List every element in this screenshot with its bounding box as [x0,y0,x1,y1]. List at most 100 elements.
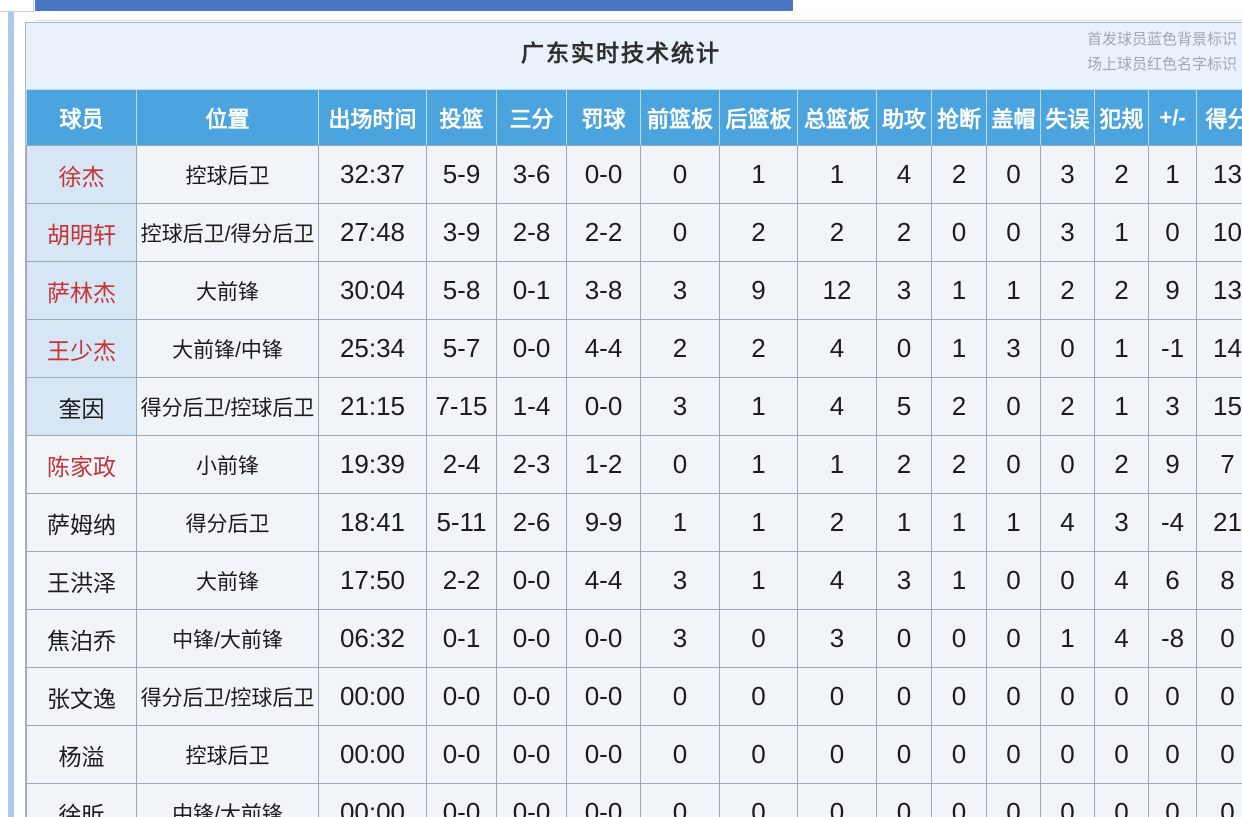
stat-cell: 2-8 [496,203,567,262]
stat-cell: 0 [986,609,1041,668]
stat-cell: 0 [1148,667,1197,726]
stat-cell: 1 [986,493,1041,552]
stat-cell: 0 [876,725,932,784]
stat-cell: 0 [986,725,1041,784]
stat-cell: 0 [640,435,720,494]
legend: 首发球员蓝色背景标识 场上球员红色名字标识 [1087,27,1237,77]
stat-cell: 0 [640,203,720,262]
stat-cell: 0-0 [496,725,567,784]
table-row: 王少杰 大前锋/中锋 25:34 5-7 0-0 4-4 2 2 4 0 1 3 0 1 -1 14 [26,319,1242,378]
position-cell: 中锋/大前锋 [136,783,319,817]
stat-cell: 1 [931,261,987,320]
stat-cell: 2 [1094,435,1149,494]
position-cell: 大前锋 [136,551,319,610]
stat-cell: 0 [797,667,877,726]
stat-cell: 2 [876,203,932,262]
stat-cell: 0 [1196,725,1242,784]
top-corner-box [0,0,34,12]
table-row: 陈家政 小前锋 19:39 2-4 2-3 1-2 0 1 1 2 2 0 0 2 9 7 [26,435,1242,494]
top-blue-bar [35,0,793,11]
stat-cell: 0-0 [566,725,641,784]
stat-cell: 0 [931,203,987,262]
stat-cell: 4 [797,377,877,436]
stat-cell: 1 [876,493,932,552]
stat-cell: 2 [1094,145,1149,204]
stat-cell: 0 [876,783,932,817]
player-name-cell: 徐杰 [26,145,137,204]
stat-cell: 3 [640,261,720,320]
column-header-3: 投篮 [426,89,497,146]
stat-cell: 1 [986,261,1041,320]
position-cell: 控球后卫 [136,725,319,784]
column-header-15: 得分 [1196,89,1242,146]
column-header-14: +/- [1148,89,1197,146]
stat-cell: 0 [986,203,1041,262]
stat-cell: 0 [719,609,798,668]
table-row: 徐杰 控球后卫 32:37 5-9 3-6 0-0 0 1 1 4 2 0 3 2 1 13 [26,145,1242,204]
stat-cell: 2-3 [496,435,567,494]
top-divider-line [35,12,1242,21]
position-cell: 得分后卫 [136,493,319,552]
stat-cell: 2 [1094,261,1149,320]
stat-cell: 0 [719,783,798,817]
stat-cell: 2-2 [566,203,641,262]
stat-cell: 4-4 [566,319,641,378]
table-row: 焦泊乔 中锋/大前锋 06:32 0-1 0-0 0-0 3 0 3 0 0 0 1 4 -8 0 [26,609,1242,668]
player-name-cell: 胡明轩 [26,203,137,262]
stat-cell: 32:37 [318,145,427,204]
column-header-10: 抢断 [931,89,987,146]
stat-cell: 1 [797,145,877,204]
stat-cell: 3 [640,551,720,610]
column-header-0: 球员 [26,89,137,146]
stat-cell: 1 [1094,319,1149,378]
stat-cell: 0-0 [426,667,497,726]
stat-cell: 4 [1094,551,1149,610]
stat-cell: 0 [876,609,932,668]
stat-cell: 0-0 [496,609,567,668]
stat-cell: 0-0 [496,319,567,378]
legend-starter-note: 首发球员蓝色背景标识 [1086,31,1237,48]
stat-cell: 3-8 [566,261,641,320]
stat-cell: 9 [1148,261,1197,320]
stat-cell: 0 [640,145,720,204]
table-row: 徐昕 中锋/大前锋 00:00 0-0 0-0 0-0 0 0 0 0 0 0 0 0 0 0 [26,783,1242,817]
player-name-cell: 张文逸 [26,667,137,726]
stat-cell: 4-4 [566,551,641,610]
stat-cell: 1 [1148,145,1197,204]
stat-cell: 3-9 [426,203,497,262]
stat-cell: 00:00 [318,783,427,817]
stat-cell: 15 [1196,377,1242,436]
stat-cell: 18:41 [318,493,427,552]
stat-cell: 3 [876,551,932,610]
table-row: 萨姆纳 得分后卫 18:41 5-11 2-6 9-9 1 1 2 1 1 1 4 3 -4 21 [26,493,1242,552]
stat-cell: 2 [931,435,987,494]
stat-cell: 2-4 [426,435,497,494]
stat-cell: 1 [797,435,877,494]
stat-cell: 06:32 [318,609,427,668]
page-title: 广东实时技术统计 [521,40,721,66]
column-header-2: 出场时间 [318,89,427,146]
player-name-cell: 王少杰 [26,319,137,378]
column-header-5: 罚球 [566,89,641,146]
table-row: 张文逸 得分后卫/控球后卫 00:00 0-0 0-0 0-0 0 0 0 0 0 0 0 0 0 0 [26,667,1242,726]
position-cell: 得分后卫/控球后卫 [136,667,319,726]
player-name-cell: 萨林杰 [26,261,137,320]
stat-cell: 0 [640,725,720,784]
stat-cell: 2 [640,319,720,378]
stat-cell: 4 [1094,609,1149,668]
stat-cell: 1 [931,493,987,552]
stat-cell: 0-0 [566,667,641,726]
stat-cell: 0 [1040,435,1095,494]
column-header-4: 三分 [496,89,567,146]
stat-cell: 0 [986,783,1041,817]
stat-cell: 1 [1094,377,1149,436]
stat-cell: -8 [1148,609,1197,668]
stat-cell: 0 [986,551,1041,610]
player-name-cell: 焦泊乔 [26,609,137,668]
column-header-7: 后篮板 [719,89,798,146]
stat-cell: 12 [797,261,877,320]
stat-cell: 0 [986,145,1041,204]
stat-cell: 25:34 [318,319,427,378]
stat-cell: 8 [1196,551,1242,610]
